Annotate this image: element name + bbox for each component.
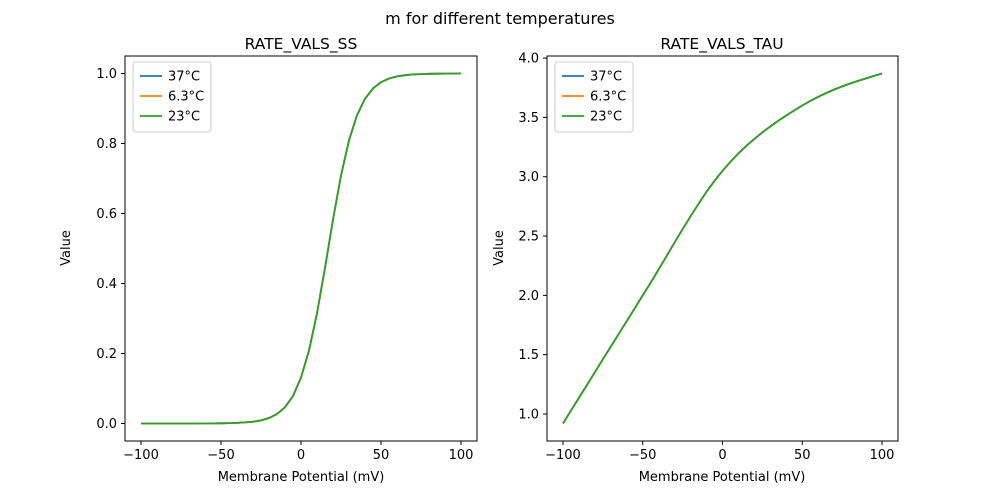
series-line-23°C: [562, 72, 883, 424]
x-tick-label: 50: [794, 448, 811, 463]
legend-entry-label: 37°C: [168, 70, 200, 85]
x-tick-label: 0: [718, 448, 726, 463]
x-tick-label: 50: [373, 448, 390, 463]
y-tick-label: 0.2: [96, 347, 117, 362]
legend-entry-label: 23°C: [168, 110, 200, 125]
subplot-title-ss: RATE_VALS_SS: [245, 35, 358, 54]
x-tick-label: −50: [207, 448, 234, 463]
x-axis-label-tau: Membrane Potential (mV): [639, 470, 806, 485]
y-tick-label: 0.6: [96, 207, 117, 222]
x-tick-label: 100: [449, 448, 474, 463]
y-tick-label: 3.0: [518, 170, 539, 185]
axes-ss: −100 −50 0 50 100 0.0 0.2 0.4 0.6 0.8 1.0 37°C 6.3°C…: [96, 55, 478, 463]
axes-tau: −100 −50 0 50 100 1.0 1.5 2.0 2.5 3.0 3.5 4.0 37°C 6.…: [518, 52, 899, 463]
legend: 37°C 6.3°C 23°C: [554, 61, 634, 133]
legend-entry-label: 37°C: [590, 70, 622, 85]
y-tick-label: 1.5: [518, 348, 539, 363]
x-tick-label: 100: [870, 448, 895, 463]
figure-title: m for different temperatures: [385, 9, 615, 28]
legend-frame: [554, 61, 634, 133]
legend-entry-label: 23°C: [590, 110, 622, 125]
legend-frame: [132, 61, 212, 133]
y-tick-label: 1.0: [96, 67, 117, 82]
subplot-title-tau: RATE_VALS_TAU: [660, 35, 783, 54]
y-tick-label: 0.0: [96, 417, 117, 432]
x-tick-label: 0: [297, 448, 305, 463]
x-tick-label: −100: [123, 448, 159, 463]
y-tick-label: 1.0: [518, 408, 539, 423]
x-axis-label-ss: Membrane Potential (mV): [218, 470, 385, 485]
x-tick-label: −100: [545, 448, 581, 463]
y-tick-label: 2.0: [518, 289, 539, 304]
y-tick-label: 0.4: [96, 277, 117, 292]
y-tick-label: 4.0: [518, 52, 539, 67]
y-axis-label-tau: Value: [492, 230, 507, 266]
y-tick-label: 3.5: [518, 111, 539, 126]
legend-entry-label: 6.3°C: [590, 90, 626, 105]
legend: 37°C 6.3°C 23°C: [132, 61, 212, 133]
series-line-23°C: [141, 72, 462, 425]
y-tick-label: 2.5: [518, 230, 539, 245]
x-tick-label: −50: [629, 448, 656, 463]
legend-entry-label: 6.3°C: [168, 90, 204, 105]
y-tick-label: 0.8: [96, 137, 117, 152]
y-axis-label-ss: Value: [59, 230, 74, 266]
